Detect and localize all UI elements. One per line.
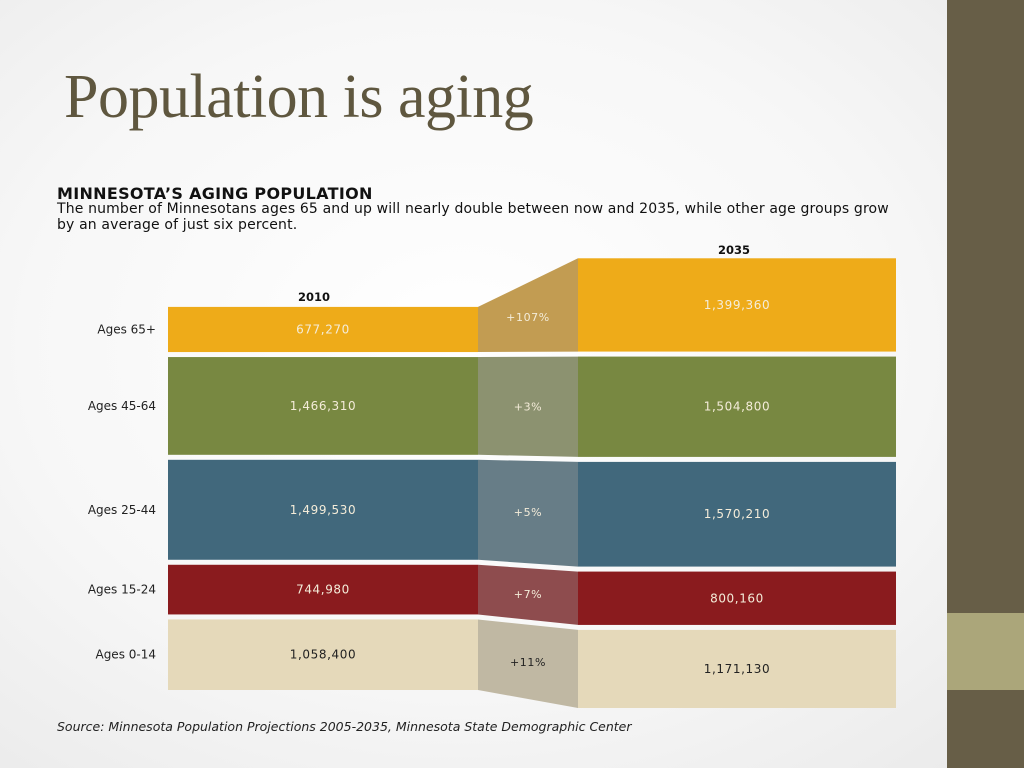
year-label-2035: 2035 [718, 243, 750, 257]
bar-2035-ages-15-24 [578, 571, 896, 625]
row-label-ages-15-24: Ages 15-24 [88, 583, 156, 597]
value-label-2035-ages-65-plus: 1,399,360 [704, 298, 770, 312]
value-label-2035-ages-25-44: 1,570,210 [704, 507, 770, 521]
chart-source: Source: Minnesota Population Projections… [57, 719, 632, 734]
value-label-2010-ages-15-24: 744,980 [296, 583, 350, 597]
connector-ages-25-44 [478, 459, 578, 567]
change-label-ages-25-44: +5% [514, 506, 542, 519]
year-label-2010: 2010 [298, 290, 330, 304]
labels-group: Ages 0-14 1,058,400 1,171,130 +11% Ages 15-2… [88, 298, 770, 676]
value-label-2010-ages-65-plus: 677,270 [296, 322, 350, 336]
bars-group [168, 258, 896, 708]
row-label-ages-65-plus: Ages 65+ [97, 322, 156, 336]
change-label-ages-0-14: +11% [510, 656, 546, 669]
connector-ages-15-24 [478, 564, 578, 625]
row-label-ages-25-44: Ages 25-44 [88, 503, 156, 517]
connector-ages-65-plus [478, 258, 578, 353]
row-label-ages-45-64: Ages 45-64 [88, 399, 156, 413]
bar-2010-ages-65-plus [168, 306, 478, 353]
bar-2035-ages-65-plus [578, 258, 896, 352]
value-label-2035-ages-45-64: 1,504,800 [704, 400, 770, 414]
bar-2035-ages-45-64 [578, 356, 896, 457]
bar-2035-ages-0-14 [578, 629, 896, 708]
side-decor-accent [947, 613, 1024, 690]
value-label-2010-ages-25-44: 1,499,530 [290, 503, 356, 517]
value-label-2035-ages-15-24: 800,160 [710, 591, 764, 605]
value-label-2010-ages-0-14: 1,058,400 [290, 648, 356, 662]
row-label-ages-0-14: Ages 0-14 [95, 648, 156, 662]
chart-subtitle: The number of Minnesotans ages 65 and up… [57, 201, 889, 233]
change-label-ages-45-64: +3% [514, 400, 542, 413]
bar-2010-ages-0-14 [168, 619, 478, 690]
bar-2035-ages-25-44 [578, 461, 896, 567]
chart-title: MINNESOTA’S AGING POPULATION [57, 184, 373, 203]
change-label-ages-65-plus: +107% [506, 311, 550, 324]
bar-2010-ages-25-44 [168, 459, 478, 560]
value-label-2010-ages-45-64: 1,466,310 [290, 399, 356, 413]
bar-2010-ages-45-64 [168, 357, 478, 455]
change-label-ages-15-24: +7% [514, 588, 542, 601]
bar-2010-ages-15-24 [168, 564, 478, 615]
connector-ages-0-14 [478, 619, 578, 708]
value-label-2035-ages-0-14: 1,171,130 [704, 662, 770, 676]
slide-title: Population is aging [64, 63, 534, 131]
connector-ages-45-64 [478, 356, 578, 457]
